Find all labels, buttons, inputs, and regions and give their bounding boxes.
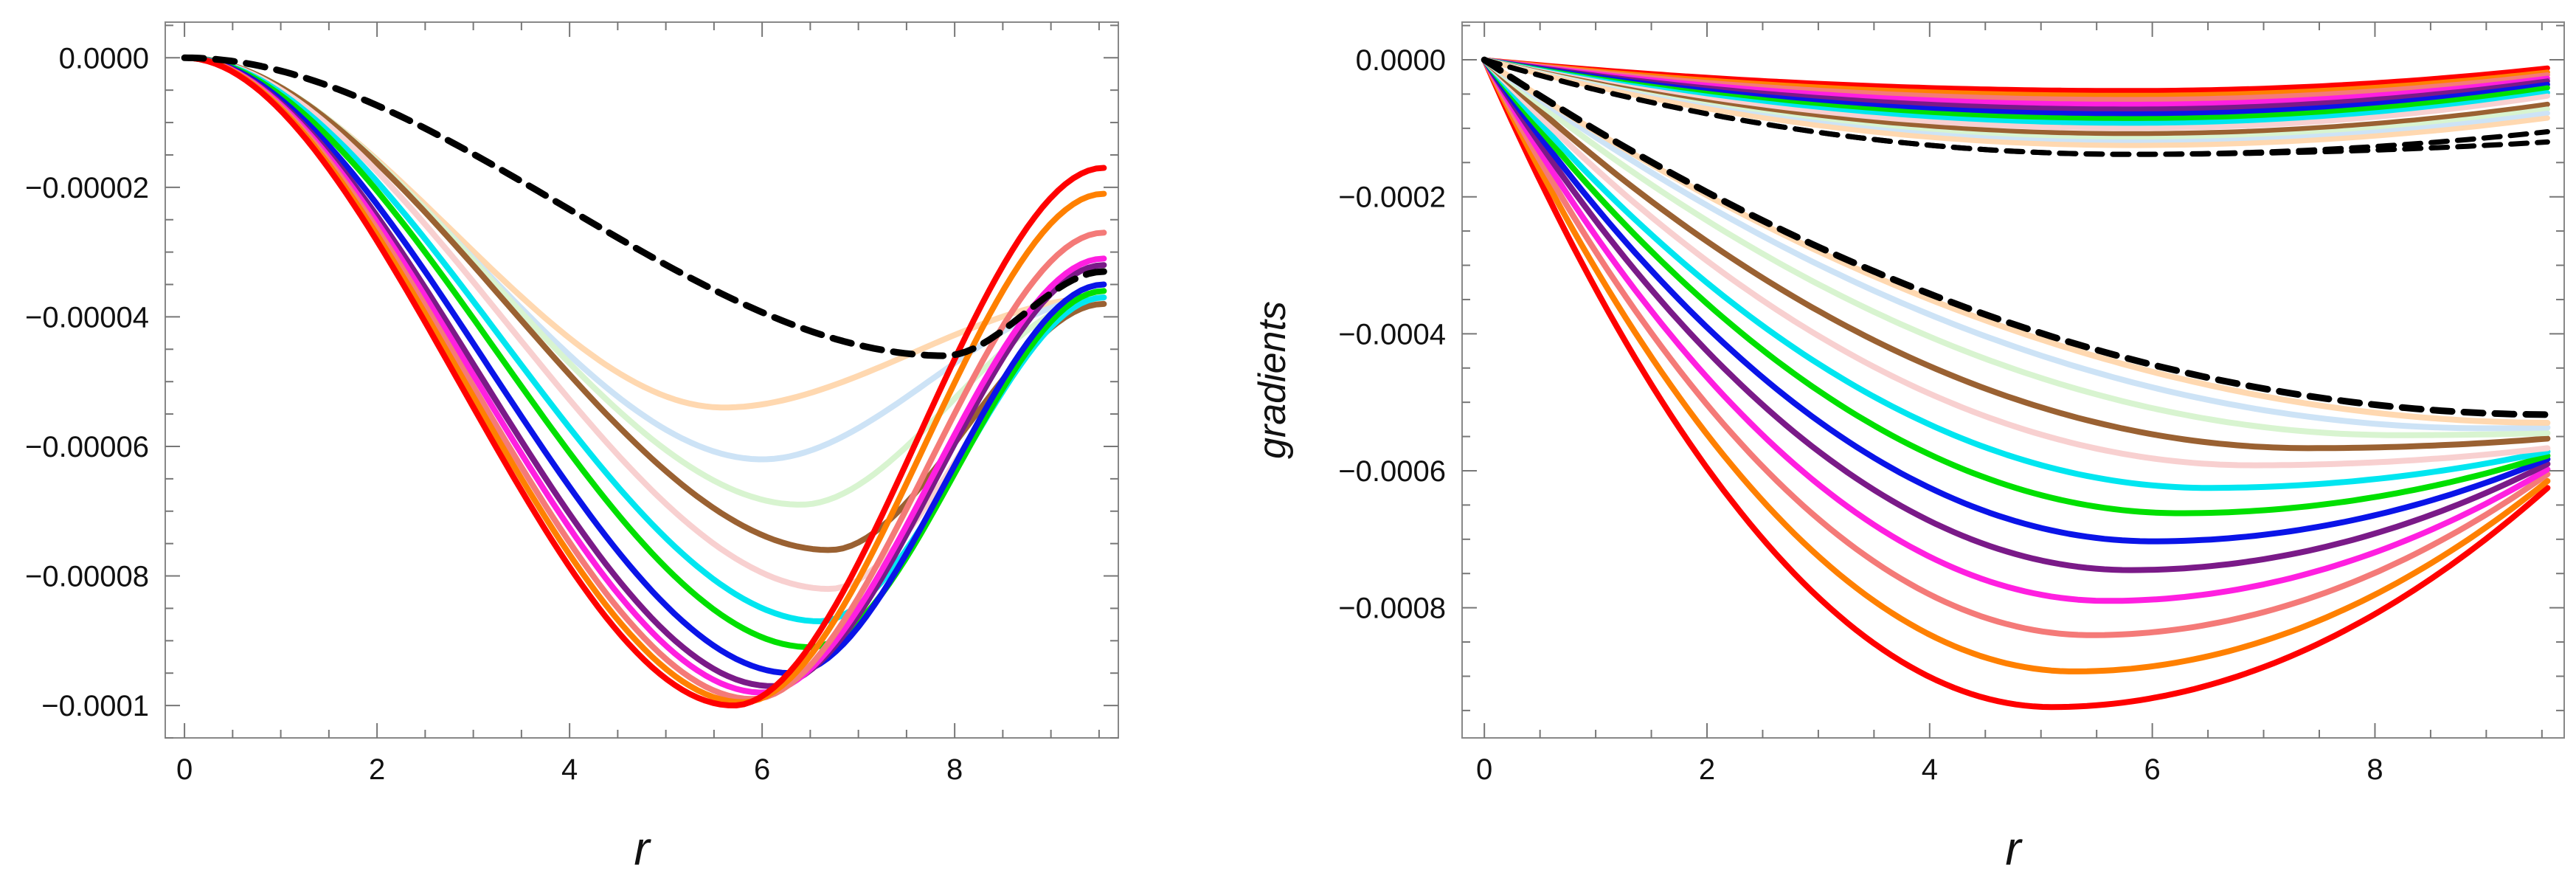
y-tick-label: −0.0002 xyxy=(1338,182,1446,214)
y-tick-label: 0.0000 xyxy=(59,42,149,75)
series-line-red xyxy=(1481,57,2551,711)
series-line-blue xyxy=(181,55,1107,677)
series-line-green xyxy=(1481,57,2551,517)
x-tick-label: 0 xyxy=(176,753,193,786)
x-tick-label: 6 xyxy=(754,753,770,786)
series-line-red xyxy=(181,55,1107,708)
series-line-cyan xyxy=(1481,57,2551,491)
y-tick-label: −0.00004 xyxy=(25,301,149,334)
series-line-green xyxy=(181,55,1107,650)
left-panel: 0 2 4 6 8 0.0000 −0.00002 −0.00004 −0.00006 −0.00… xyxy=(25,21,1119,875)
x-tick-label: 0 xyxy=(1476,753,1492,786)
y-tick-label: −0.00006 xyxy=(25,431,149,463)
series-line-upper-black-dashed-2 xyxy=(1481,57,2550,157)
y-tick-label: −0.0006 xyxy=(1338,455,1446,488)
series-line-brown xyxy=(1481,57,2551,452)
x-tick-label: 8 xyxy=(2366,753,2383,786)
x-tick-label: 2 xyxy=(1699,753,1715,786)
series-line-light-blue xyxy=(1481,57,2551,432)
axis-ticks xyxy=(165,22,1118,739)
series-line-peach xyxy=(1481,57,2551,426)
series-line-black-dashed xyxy=(181,54,1107,359)
x-axis-label: r xyxy=(634,822,651,875)
plot-frame xyxy=(1461,21,2565,739)
y-tick-label: −0.00002 xyxy=(25,172,149,204)
series-line-blue xyxy=(1481,57,2551,545)
series-line-purple xyxy=(1481,57,2551,573)
series-line-magenta xyxy=(1481,57,2551,604)
axis-ticks xyxy=(1462,22,2564,738)
y-tick-label: −0.00008 xyxy=(25,561,149,593)
series-line-salmon xyxy=(1481,57,2551,638)
series-line-upper-peach xyxy=(1481,57,2550,148)
series-line-black-dashed xyxy=(1481,56,2551,418)
x-tick-label: 4 xyxy=(1922,753,1938,786)
x-tick-label: 2 xyxy=(369,753,385,786)
x-tick-label: 4 xyxy=(561,753,578,786)
right-panel: 0 2 4 6 8 0.0000 −0.0002 −0.0004 −0.0006 −0.0008 r… xyxy=(1251,21,2565,875)
x-tick-label: 8 xyxy=(946,753,963,786)
plot-frame xyxy=(165,21,1119,739)
series-line-orange xyxy=(1481,57,2551,674)
x-tick-label: 6 xyxy=(2144,753,2161,786)
x-axis-label: r xyxy=(2005,822,2023,875)
series-group xyxy=(181,54,1107,708)
series-line-light-green xyxy=(1481,57,2551,438)
y-tick-label: −0.0001 xyxy=(41,690,149,722)
y-tick-label: −0.0008 xyxy=(1338,593,1446,625)
series-line-light-pink xyxy=(1481,57,2551,469)
y-tick-label: −0.0004 xyxy=(1338,318,1446,351)
y-axis-label: gradients xyxy=(1251,301,1294,459)
series-group xyxy=(1481,56,2551,711)
y-tick-label: 0.0000 xyxy=(1356,44,1446,77)
